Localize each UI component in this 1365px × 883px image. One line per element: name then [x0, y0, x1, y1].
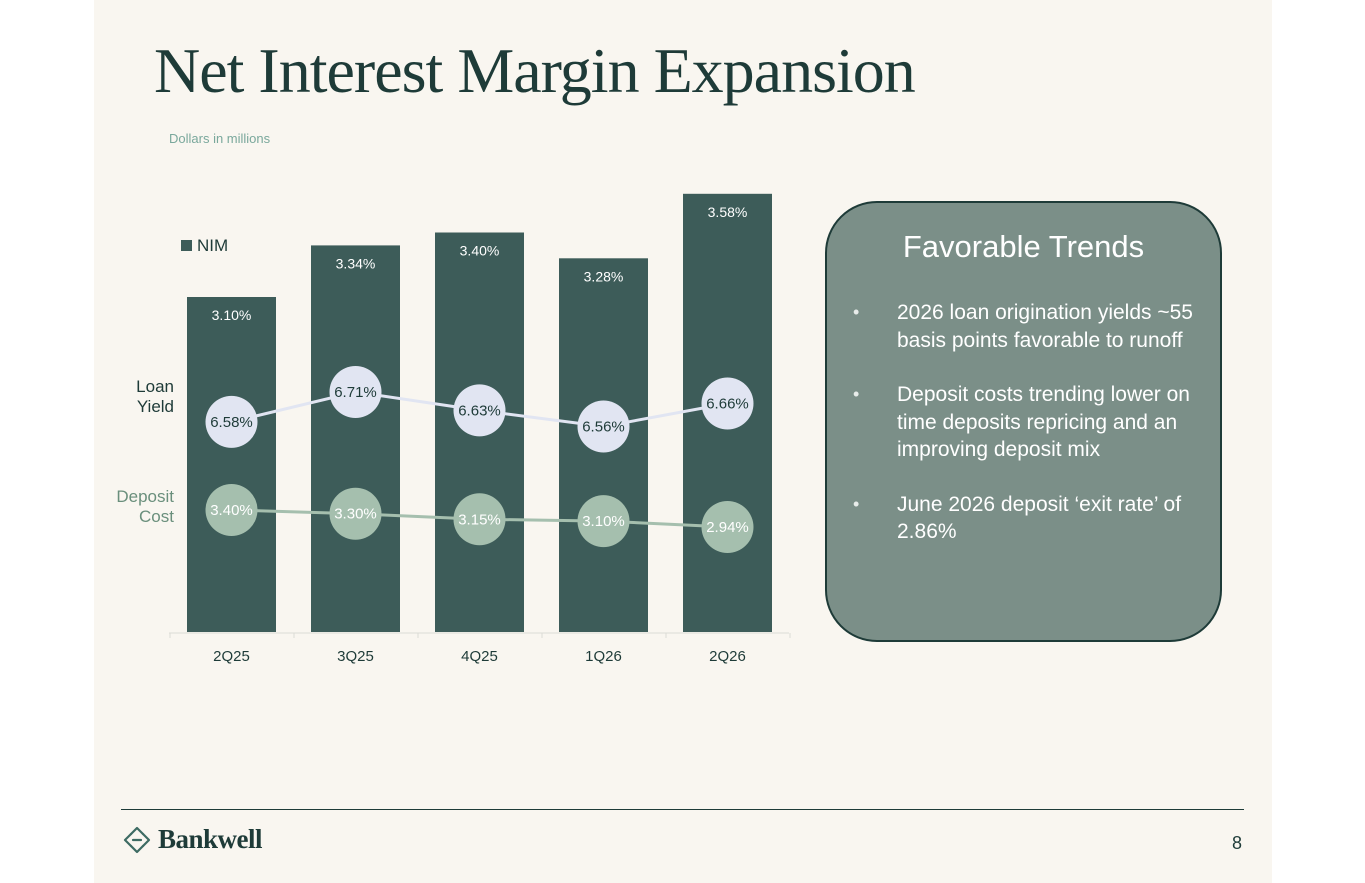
deposit-cost-label: 3.40%: [210, 502, 253, 519]
deposit-cost-label: 3.15%: [458, 511, 501, 528]
x-tick-label: 2Q26: [709, 648, 746, 665]
page-subtitle: Dollars in millions: [169, 131, 271, 146]
deposit-cost-label: 2.94%: [706, 519, 749, 536]
x-tick-label: 1Q26: [585, 648, 622, 665]
loan-yield-label: 6.71%: [334, 384, 377, 401]
deposit-cost-row-label: Cost: [139, 507, 174, 526]
x-tick-label: 3Q25: [337, 648, 374, 665]
loan-yield-marker: [329, 366, 382, 418]
x-tick-label: 4Q25: [461, 648, 498, 665]
x-tick-label: 2Q25: [213, 648, 250, 665]
legend-label: NIM: [197, 236, 228, 255]
loan-yield-label: 6.63%: [458, 402, 501, 419]
bullet-list: 2026 loan origination yields ~55 basis p…: [853, 299, 1198, 573]
loan-yield-marker: [205, 395, 258, 448]
bankwell-logo-icon: [123, 826, 151, 853]
deposit-cost-marker: [205, 484, 258, 536]
nim-bar-label: 3.58%: [708, 204, 748, 220]
deposit-cost-marker: [577, 495, 630, 548]
deposit-cost-marker: [329, 487, 382, 540]
bullet-item: June 2026 deposit ‘exit rate’ of 2.86%: [853, 491, 1198, 546]
deposit-cost-label: 3.30%: [334, 506, 377, 523]
loan-yield-label: 6.66%: [706, 396, 749, 413]
legend-swatch: [181, 240, 192, 251]
panel-title: Favorable Trends: [902, 229, 1145, 264]
deposit-cost-marker: [701, 501, 754, 554]
deposit-cost-row-label: Deposit: [116, 487, 174, 506]
bankwell-logo: Bankwell: [122, 824, 263, 855]
nim-bar: [311, 245, 400, 632]
page-title: Net Interest Margin Expansion: [154, 35, 916, 106]
bullet-item: 2026 loan origination yields ~55 basis p…: [853, 299, 1198, 354]
bullet-item: Deposit costs trending lower on time dep…: [853, 381, 1198, 464]
nim-bar-label: 3.34%: [336, 255, 376, 271]
slide: Net Interest Margin Expansion Dollars in…: [94, 0, 1272, 883]
favorable-trends-panel: Favorable Trends 2026 loan origination y…: [825, 201, 1222, 642]
logo-text: Bankwell: [158, 824, 263, 854]
loan-yield-row-label: Loan: [136, 377, 174, 396]
nim-bar-label: 3.28%: [584, 268, 624, 284]
nim-bar-label: 3.40%: [460, 243, 500, 259]
nim-bar-label: 3.10%: [212, 307, 252, 323]
loan-yield-marker: [701, 377, 754, 430]
loan-yield-label: 6.56%: [582, 419, 625, 436]
nim-chart: 3.10% 2Q25 3.34% 3Q25 3.40% 4Q25 3.28% 1Q26 3.58…: [116, 193, 791, 665]
deposit-cost-marker: [453, 493, 506, 546]
footer-divider: [121, 809, 1244, 810]
page-number: 8: [1232, 833, 1243, 853]
loan-yield-marker: [453, 384, 506, 437]
loan-yield-row-label: Yield: [137, 397, 174, 416]
nim-bar: [187, 297, 276, 632]
loan-yield-label: 6.58%: [210, 414, 253, 431]
deposit-cost-label: 3.10%: [582, 513, 625, 530]
loan-yield-marker: [577, 400, 630, 453]
